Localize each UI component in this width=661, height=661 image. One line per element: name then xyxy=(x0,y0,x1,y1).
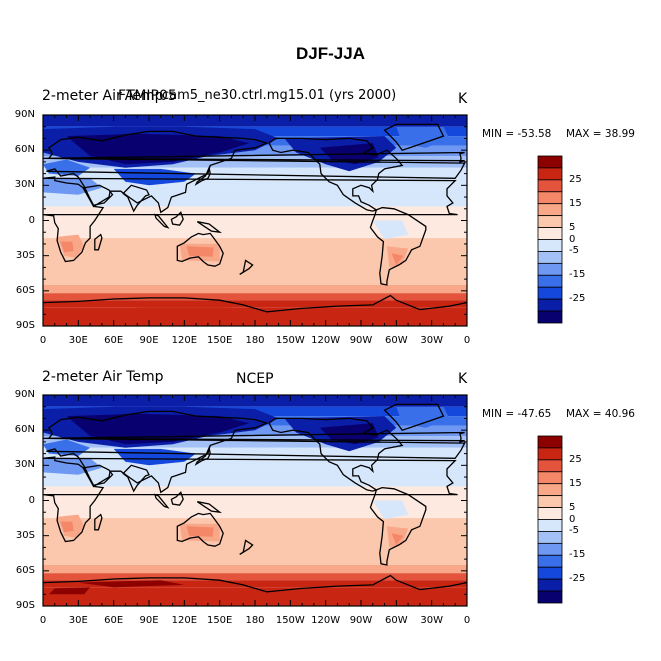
panel1-center-title: FAMIP05 xyxy=(118,88,177,104)
panel1-colorbar-label: 15 xyxy=(569,197,582,209)
panel2-map xyxy=(43,395,467,606)
colorbar-segment xyxy=(537,578,563,592)
panel1-x-tick-label: 120W xyxy=(311,335,341,346)
colorbar-segment xyxy=(537,471,563,485)
panel1-y-tick-label: 90S xyxy=(15,320,35,331)
panel2-y-tick-label: 30S xyxy=(15,529,35,541)
figure-title: DJF-JJA xyxy=(296,44,365,63)
panel1-colorbar-label: -5 xyxy=(569,245,579,257)
panel1-colorbar xyxy=(537,155,563,324)
panel2-colorbar-label: 25 xyxy=(569,453,582,465)
panel2-left-title: 2-meter Air Temp xyxy=(42,369,164,385)
panel2-x-tick-label: 60E xyxy=(104,615,124,626)
colorbar-segment xyxy=(537,435,563,449)
panel1-x-tick-label: 30W xyxy=(420,335,443,346)
colorbar-segment xyxy=(537,554,563,568)
panel1-x-tick-label: 0 xyxy=(463,335,471,346)
panel1-x-tick-label: 30E xyxy=(68,335,88,346)
colorbar-segment xyxy=(537,262,563,276)
colorbar-segment xyxy=(537,566,563,580)
panel1-x-tick-label: 90E xyxy=(139,335,159,346)
panel1-map xyxy=(43,115,467,326)
panel2-x-tick-label: 120E xyxy=(171,615,198,626)
panel2-y-tick-label: 30N xyxy=(14,459,35,471)
panel2-y-tick-label: 90S xyxy=(15,600,35,611)
colorbar-segment xyxy=(537,447,563,461)
panel1-max-label: MAX = 38.99 xyxy=(566,128,635,140)
panel2-x-tick-label: 120W xyxy=(311,615,341,626)
colorbar-segment xyxy=(537,519,563,532)
panel2-x-tick-label: 60W xyxy=(385,615,408,626)
panel2-x-tick-label: 30E xyxy=(68,615,88,626)
panel1-colorbar-label: -15 xyxy=(569,269,586,281)
panel2-max-label: MAX = 40.96 xyxy=(566,408,635,420)
colorbar-segment xyxy=(537,286,563,300)
panel1-colorbar-label: 5 xyxy=(569,221,576,233)
colorbar-segment xyxy=(537,298,563,312)
panel1-x-tick-label: 150W xyxy=(275,335,305,346)
panel2-x-tick-label: 150W xyxy=(275,615,305,626)
panel2-min-label: MIN = -47.65 xyxy=(482,408,552,420)
colorbar-segment xyxy=(537,203,563,217)
colorbar-segment xyxy=(537,239,563,252)
panel2-y-tick-label: 0 xyxy=(28,494,35,506)
colorbar-segment xyxy=(537,542,563,556)
panel2-colorbar-label: -25 xyxy=(569,573,586,585)
panel1-y-tick-label: 60S xyxy=(15,284,35,296)
colorbar-segment xyxy=(537,310,563,324)
colorbar-segment xyxy=(537,274,563,288)
panel1-x-tick-label: 90W xyxy=(349,335,373,346)
panel2-x-tick-label: 0 xyxy=(39,615,47,626)
panel2-x-tick-label: 150E xyxy=(206,615,233,626)
panel2-y-tick-label: 60N xyxy=(14,424,35,436)
colorbar-segment xyxy=(537,155,563,169)
panel2-colorbar-label: -15 xyxy=(569,549,586,561)
panel1-y-tick-label: 30S xyxy=(15,249,35,261)
panel1-units: K xyxy=(458,91,468,107)
panel1-colorbar-label: 25 xyxy=(569,173,582,185)
panel1-x-tick-label: 120E xyxy=(171,335,198,346)
colorbar-segment xyxy=(537,227,563,240)
panel2-y-tick-label: 90N xyxy=(14,389,35,400)
panel1-x-tick-label: 180 xyxy=(245,335,265,346)
panel2-colorbar-label: 15 xyxy=(569,477,582,489)
panel1-x-tick-label: 60E xyxy=(104,335,124,346)
colorbar-segment xyxy=(537,251,563,264)
colorbar-segment xyxy=(537,507,563,520)
panel2-colorbar-label: 5 xyxy=(569,501,576,513)
panel2-units: K xyxy=(458,371,468,387)
panel1-x-tick-label: 150E xyxy=(206,335,233,346)
panel1-y-tick-label: 30N xyxy=(14,179,35,191)
panel2-colorbar xyxy=(537,435,563,604)
panel1-left-title: 2-meter Air Temp xyxy=(42,88,164,104)
panel2-center-title: NCEP xyxy=(236,371,274,387)
panel2-x-tick-label: 90W xyxy=(349,615,373,626)
panel1-y-tick-label: 60N xyxy=(14,144,35,156)
panel2-colorbar-label: 0 xyxy=(569,513,576,525)
colorbar-segment xyxy=(537,495,563,508)
panel1-x-tick-label: 60W xyxy=(385,335,408,346)
colorbar-segment xyxy=(537,590,563,604)
colorbar-segment xyxy=(537,179,563,193)
colorbar-segment xyxy=(537,531,563,544)
panel2-y-tick-label: 60S xyxy=(15,564,35,576)
panel2-colorbar-label: -5 xyxy=(569,525,579,537)
colorbar-segment xyxy=(537,459,563,473)
colorbar-segment xyxy=(537,191,563,205)
panel2-x-tick-label: 0 xyxy=(463,615,471,626)
colorbar-segment xyxy=(537,483,563,497)
panel2-x-tick-label: 30W xyxy=(420,615,443,626)
panel1-colorbar-label: -25 xyxy=(569,293,586,305)
panel2-x-tick-label: 90E xyxy=(139,615,159,626)
panel1-y-tick-label: 90N xyxy=(14,109,35,120)
colorbar-segment xyxy=(537,215,563,228)
colorbar-segment xyxy=(537,167,563,181)
panel1-y-tick-label: 0 xyxy=(28,214,35,226)
panel1-case-title: cam5_ne30.ctrl.mg15.01 (yrs 2000) xyxy=(162,88,397,103)
panel1-min-label: MIN = -53.58 xyxy=(482,128,552,140)
panel1-colorbar-label: 0 xyxy=(569,233,576,245)
panel1-x-tick-label: 0 xyxy=(39,335,47,346)
panel2-x-tick-label: 180 xyxy=(245,615,265,626)
